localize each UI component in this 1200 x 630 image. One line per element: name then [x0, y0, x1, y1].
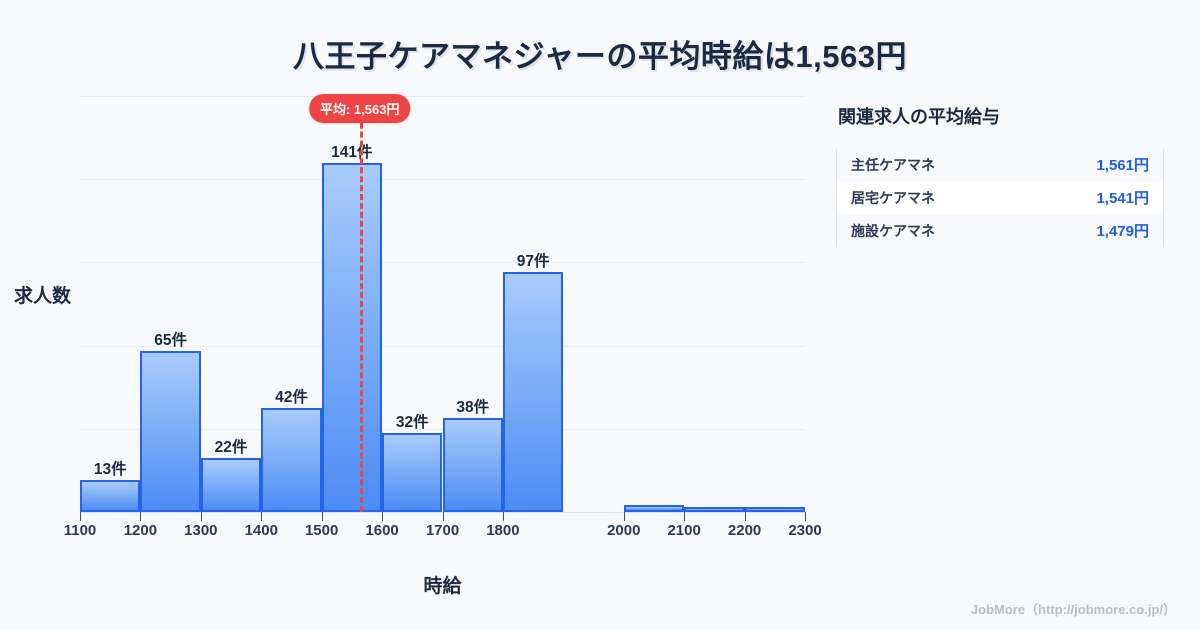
bar[interactable] — [684, 507, 745, 512]
x-tick — [382, 512, 384, 521]
bar[interactable] — [382, 432, 443, 512]
table-row[interactable]: 施設ケアマネ 1,479円 — [837, 214, 1163, 247]
x-tick-label: 1800 — [486, 522, 520, 539]
x-tick — [684, 512, 686, 521]
x-tick-label: 1400 — [244, 522, 278, 539]
bar-value-label: 65件 — [154, 332, 187, 350]
gridline-4 — [80, 96, 805, 97]
salary-row-label: 主任ケアマネ — [851, 156, 935, 173]
gridline-3 — [80, 179, 805, 181]
x-tick-label: 1300 — [184, 522, 218, 539]
x-tick — [623, 512, 625, 521]
salary-row-value: 1,561円 — [1096, 157, 1149, 174]
bar-value-label: 42件 — [275, 389, 308, 406]
x-tick-label: 1500 — [304, 522, 339, 539]
bar-value-label: 13件 — [93, 460, 127, 478]
bar[interactable] — [200, 457, 262, 512]
bar-value-label: 141件 — [331, 143, 373, 161]
average-badge: 平均: 1,563円 — [308, 94, 411, 123]
plot-area: 13件 65件 22件 42件 141件 32件 38件 97件 平均: 1,563円 110… — [64, 94, 822, 539]
bar-value-label: 32件 — [395, 413, 429, 431]
gridline-1 — [80, 345, 805, 347]
salary-row-label: 施設ケアマネ — [851, 222, 935, 239]
gridline-2 — [80, 262, 805, 264]
x-tick-label: 2100 — [667, 522, 701, 539]
table-row[interactable]: 主任ケアマネ 1,561円 — [837, 148, 1163, 181]
bar[interactable] — [744, 507, 805, 512]
panel-title: 関連求人の平均給与 — [838, 107, 1000, 127]
salary-row-value: 1,479円 — [1096, 223, 1149, 240]
footer-watermark: JobMore（http://jobmore.co.jp/） — [970, 602, 1176, 617]
x-tick-label: 2200 — [727, 522, 762, 539]
x-tick-label: 1200 — [123, 522, 158, 539]
x-tick-label: 2300 — [788, 522, 822, 539]
salary-table: 主任ケアマネ 1,561円居宅ケアマネ 1,541円施設ケアマネ 1,479円 — [836, 148, 1164, 247]
x-tick-label: 1100 — [63, 522, 97, 539]
bar-value-label: 97件 — [516, 252, 550, 270]
bar[interactable] — [502, 271, 564, 512]
x-tick — [200, 512, 202, 521]
related-salary-panel: 関連求人の平均給与 主任ケアマネ 1,561円居宅ケアマネ 1,541円施設ケアマネ… — [836, 103, 1166, 247]
bar[interactable] — [80, 479, 141, 512]
bar[interactable] — [623, 504, 685, 512]
x-tick — [80, 512, 81, 521]
bar[interactable] — [261, 408, 322, 512]
bar[interactable] — [321, 162, 383, 512]
bar[interactable] — [140, 351, 201, 512]
bar[interactable] — [442, 417, 503, 512]
table-row[interactable]: 居宅ケアマネ 1,541円 — [837, 181, 1163, 214]
page-title: 八王子ケアマネジャーの平均時給は1,563円 — [292, 39, 908, 74]
bar-value-label: 38件 — [456, 398, 490, 416]
x-tick — [321, 512, 323, 521]
x-tick — [442, 512, 444, 521]
x-tick — [502, 512, 504, 521]
x-tick — [805, 512, 806, 521]
bar-value-label: 22件 — [214, 438, 248, 456]
x-tick — [744, 512, 746, 521]
x-tick-label: 1700 — [425, 522, 460, 539]
x-axis-label: 時給 — [423, 576, 462, 597]
salary-row-value: 1,541円 — [1096, 190, 1149, 207]
x-tick — [261, 512, 263, 521]
average-line — [359, 96, 363, 512]
salary-row-label: 居宅ケアマネ — [851, 189, 935, 206]
x-tick — [140, 512, 142, 521]
x-tick-label: 1600 — [365, 522, 399, 539]
x-tick-label: 2000 — [607, 522, 641, 539]
y-axis-label: 求人数 — [14, 286, 72, 307]
